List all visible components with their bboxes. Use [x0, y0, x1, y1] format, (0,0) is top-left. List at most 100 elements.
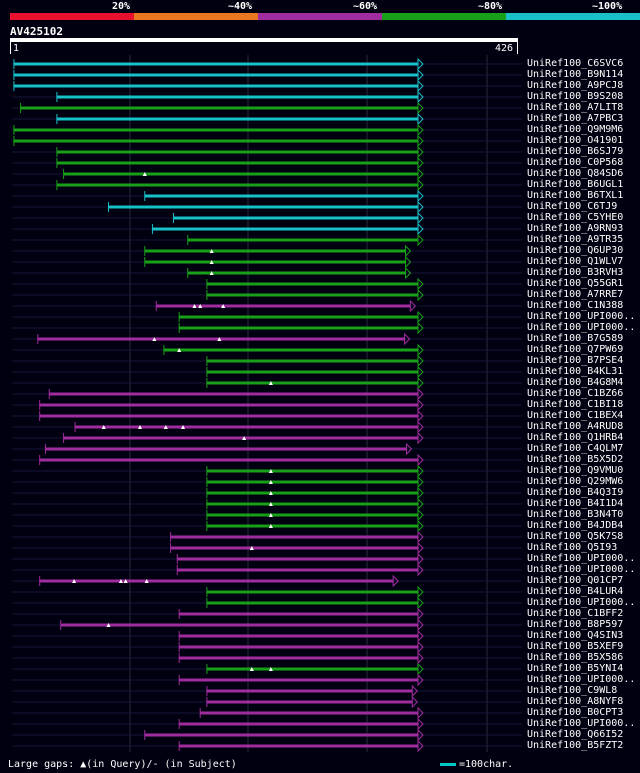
hit-name-link[interactable]: UniRef100_Q9VMU0 [527, 465, 624, 476]
hit-end-arrow [417, 552, 424, 566]
hit-name-link[interactable]: UniRef100_A4RUD8 [527, 421, 624, 432]
hit-name-link[interactable]: UniRef100_Q4SIN3 [527, 630, 624, 641]
hit-bar [144, 733, 418, 737]
hit-bar [206, 601, 418, 605]
hit-name-link[interactable]: UniRef100_Q7PW69 [527, 344, 624, 355]
hit-name-link[interactable]: UniRef100_B4JDB4 [527, 520, 624, 531]
hit-name-link[interactable]: UniRef100_C5YHE0 [527, 212, 624, 223]
hit-name-link[interactable]: UniRef100_UPI000.. [527, 718, 636, 729]
hit-name-link[interactable]: UniRef100_B6TXL1 [527, 190, 624, 201]
hit-bar [179, 744, 418, 748]
hit-bar [144, 260, 406, 264]
hit-name-link[interactable]: UniRef100_B5XEF9 [527, 641, 624, 652]
hit-name-link[interactable]: UniRef100_UPI000.. [527, 322, 636, 333]
hit-end-arrow [417, 662, 424, 676]
hit-end-arrow [417, 398, 424, 412]
hit-name-link[interactable]: UniRef100_Q84SD6 [527, 168, 624, 179]
hit-name-link[interactable]: UniRef100_A7LIT8 [527, 102, 624, 113]
hit-name-link[interactable]: UniRef100_O41901 [527, 135, 624, 146]
hit-name-link[interactable]: UniRef100_B4I1D4 [527, 498, 624, 509]
hit-name-link[interactable]: UniRef100_C9WL8 [527, 685, 618, 696]
legend-bar-purple [258, 13, 382, 20]
hit-name-link[interactable]: UniRef100_A9RN93 [527, 223, 624, 234]
hit-name-link[interactable]: UniRef100_B3RVH3 [527, 267, 624, 278]
ruler-tick-start [10, 42, 11, 54]
query-gap-marker [242, 436, 247, 440]
hit-name-link[interactable]: UniRef100_Q55GR1 [527, 278, 624, 289]
hit-name-link[interactable]: UniRef100_B7G589 [527, 333, 624, 344]
hit-end-arrow [417, 673, 424, 687]
hit-end-arrow [405, 244, 412, 258]
hit-end-arrow [417, 387, 424, 401]
query-gap-marker [221, 304, 226, 308]
hit-name-link[interactable]: UniRef100_B8P597 [527, 619, 624, 630]
hit-name-link[interactable]: UniRef100_B4LUR4 [527, 586, 624, 597]
query-gap-marker [268, 667, 273, 671]
hit-name-link[interactable]: UniRef100_B9S208 [527, 91, 624, 102]
hit-bar [13, 139, 419, 143]
hit-name-link[interactable]: UniRef100_Q5K7S8 [527, 531, 624, 542]
hit-name-link[interactable]: UniRef100_UPI000.. [527, 564, 636, 575]
hit-name-link[interactable]: UniRef100_Q9M9M6 [527, 124, 624, 135]
hit-name-link[interactable]: UniRef100_UPI000.. [527, 674, 636, 685]
hit-name-link[interactable]: UniRef100_A9PCJ8 [527, 80, 624, 91]
hit-end-arrow [417, 200, 424, 214]
hit-name-link[interactable]: UniRef100_B0CPT3 [527, 707, 624, 718]
hit-name-link[interactable]: UniRef100_B9N114 [527, 69, 624, 80]
hit-name-link[interactable]: UniRef100_C6TJ9 [527, 201, 618, 212]
hit-name-link[interactable]: UniRef100_Q5I93 [527, 542, 618, 553]
hit-end-arrow [405, 255, 412, 269]
hit-name-link[interactable]: UniRef100_C4QLM7 [527, 443, 624, 454]
query-gap-marker [101, 425, 106, 429]
hit-name-link[interactable]: UniRef100_C1BI18 [527, 399, 624, 410]
hit-bar [170, 535, 418, 539]
hit-name-link[interactable]: UniRef100_B5X586 [527, 652, 624, 663]
hit-name-link[interactable]: UniRef100_B5YNI4 [527, 663, 624, 674]
hit-name-link[interactable]: UniRef100_B4KL31 [527, 366, 624, 377]
hit-name-link[interactable]: UniRef100_UPI000.. [527, 597, 636, 608]
hit-name-link[interactable]: UniRef100_B5FZT2 [527, 740, 624, 751]
hit-end-arrow [417, 156, 424, 170]
hit-name-link[interactable]: UniRef100_A8NYF8 [527, 696, 624, 707]
hit-name-link[interactable]: UniRef100_B7PSE4 [527, 355, 624, 366]
hit-name-link[interactable]: UniRef100_B6UGL1 [527, 179, 624, 190]
hit-bar [177, 568, 418, 572]
hit-name-link[interactable]: UniRef100_C1BZ66 [527, 388, 624, 399]
hit-name-link[interactable]: UniRef100_B5X5D2 [527, 454, 624, 465]
hit-name-link[interactable]: UniRef100_B4G8M4 [527, 377, 624, 388]
hit-end-arrow [417, 222, 424, 236]
hit-end-arrow [417, 189, 424, 203]
hit-name-link[interactable]: UniRef100_C1BFF2 [527, 608, 624, 619]
hit-name-link[interactable]: UniRef100_Q01CP7 [527, 575, 624, 586]
hit-name-link[interactable]: UniRef100_B4Q3I9 [527, 487, 624, 498]
hit-name-link[interactable]: UniRef100_A7RRE7 [527, 289, 624, 300]
query-gap-marker [152, 337, 157, 341]
hit-bar [156, 304, 411, 308]
hit-name-link[interactable]: UniRef100_Q1WLV7 [527, 256, 624, 267]
hit-name-link[interactable]: UniRef100_A7PBC3 [527, 113, 624, 124]
hit-name-link[interactable]: UniRef100_Q29MW6 [527, 476, 624, 487]
hit-name-link[interactable]: UniRef100_Q66I52 [527, 729, 624, 740]
hit-name-link[interactable]: UniRef100_UPI000.. [527, 553, 636, 564]
hit-end-arrow [417, 431, 424, 445]
hit-bar [56, 117, 418, 121]
scale-legend: =100char. [440, 759, 513, 770]
hit-name-link[interactable]: UniRef100_C1N388 [527, 300, 624, 311]
hit-name-link[interactable]: UniRef100_C0P568 [527, 157, 624, 168]
hit-name-link[interactable]: UniRef100_Q6UP30 [527, 245, 624, 256]
hit-end-arrow [417, 475, 424, 489]
hit-bar [13, 62, 419, 66]
hit-name-link[interactable]: UniRef100_UPI000.. [527, 311, 636, 322]
hit-name-link[interactable]: UniRef100_A9TR35 [527, 234, 624, 245]
hit-bar [206, 293, 418, 297]
hit-bar [163, 348, 418, 352]
hit-name-link[interactable]: UniRef100_B6SJ79 [527, 146, 624, 157]
hit-name-link[interactable]: UniRef100_B3N4T0 [527, 509, 624, 520]
hit-end-arrow [417, 585, 424, 599]
hit-name-link[interactable]: UniRef100_C6SVC6 [527, 58, 624, 69]
hit-name-link[interactable]: UniRef100_Q1HRB4 [527, 432, 624, 443]
hit-bar [179, 315, 418, 319]
legend-label-100: ~100% [592, 1, 623, 12]
hit-bar [206, 480, 418, 484]
hit-name-link[interactable]: UniRef100_C1BEX4 [527, 410, 624, 421]
